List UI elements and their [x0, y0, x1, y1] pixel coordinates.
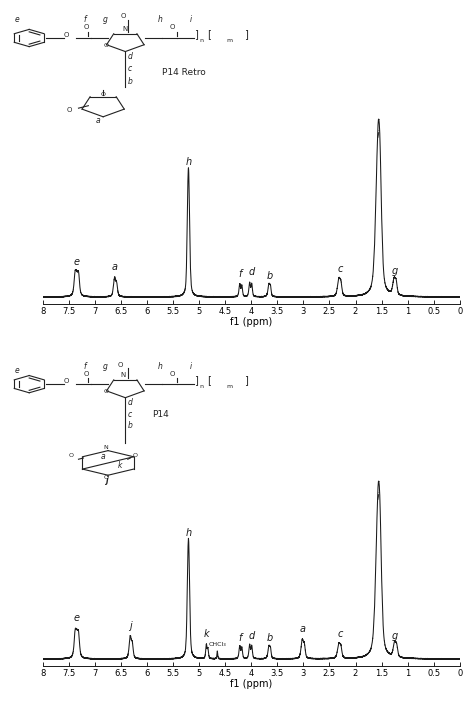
Text: [: [	[207, 375, 210, 385]
Text: g: g	[392, 266, 398, 276]
Text: O: O	[100, 91, 106, 96]
Text: O: O	[83, 25, 89, 30]
Text: N: N	[123, 25, 128, 32]
X-axis label: f1 (ppm): f1 (ppm)	[230, 679, 273, 689]
Text: c: c	[337, 629, 343, 639]
Text: h: h	[186, 528, 191, 538]
Text: h: h	[157, 15, 162, 24]
Text: O: O	[133, 452, 138, 458]
Text: a: a	[96, 116, 100, 125]
Text: O: O	[118, 362, 123, 368]
Text: O: O	[170, 371, 175, 376]
Text: a: a	[100, 452, 105, 461]
Text: e: e	[73, 613, 80, 623]
Text: ]: ]	[244, 29, 247, 39]
Text: d: d	[248, 267, 255, 277]
Text: i: i	[190, 15, 191, 24]
Text: k: k	[118, 461, 122, 470]
Text: g: g	[103, 363, 108, 371]
Text: d: d	[248, 631, 255, 641]
Text: n: n	[199, 38, 203, 43]
Text: k: k	[203, 629, 209, 639]
Text: m: m	[227, 38, 233, 43]
Text: f: f	[238, 269, 241, 279]
Text: c: c	[337, 264, 343, 274]
Text: P14 Retro: P14 Retro	[162, 68, 206, 77]
Text: c: c	[128, 411, 132, 419]
Text: ]: ]	[194, 375, 198, 385]
Text: O: O	[64, 378, 69, 384]
Text: b: b	[128, 77, 133, 85]
Text: P14: P14	[153, 411, 169, 419]
Text: i: i	[376, 492, 379, 502]
Text: O: O	[64, 32, 69, 38]
Text: g: g	[103, 15, 108, 24]
Text: a: a	[111, 262, 118, 272]
Text: j: j	[129, 620, 132, 631]
Text: i: i	[190, 363, 191, 371]
Text: e: e	[14, 366, 19, 375]
Text: f: f	[83, 15, 86, 24]
Text: n: n	[199, 384, 203, 389]
Text: b: b	[266, 271, 273, 281]
Text: b: b	[128, 421, 133, 431]
Text: e: e	[14, 15, 19, 24]
Text: [: [	[207, 29, 210, 39]
Text: O: O	[103, 43, 108, 48]
Text: m: m	[227, 384, 233, 389]
Text: N: N	[103, 445, 108, 450]
Text: O: O	[103, 475, 108, 480]
Text: O: O	[83, 371, 89, 376]
Text: h: h	[157, 363, 162, 371]
Text: g: g	[392, 631, 398, 641]
Text: c: c	[128, 64, 132, 73]
Text: b: b	[266, 633, 273, 643]
Text: f: f	[83, 363, 86, 371]
Text: i: i	[376, 130, 379, 140]
Text: d: d	[128, 52, 133, 61]
Text: a: a	[299, 624, 305, 634]
Text: ]: ]	[194, 29, 198, 39]
Text: O: O	[69, 452, 73, 458]
Text: O: O	[66, 107, 72, 113]
Text: CHCl₃: CHCl₃	[209, 642, 226, 647]
X-axis label: f1 (ppm): f1 (ppm)	[230, 317, 273, 327]
Text: f: f	[238, 633, 241, 643]
Text: O: O	[120, 13, 126, 20]
Text: O: O	[170, 25, 175, 30]
Text: ]: ]	[244, 375, 247, 385]
Text: N: N	[120, 371, 126, 378]
Text: j: j	[106, 476, 108, 484]
Text: h: h	[186, 157, 191, 167]
Text: O: O	[103, 389, 108, 394]
Text: d: d	[128, 398, 133, 407]
Text: e: e	[73, 257, 80, 266]
